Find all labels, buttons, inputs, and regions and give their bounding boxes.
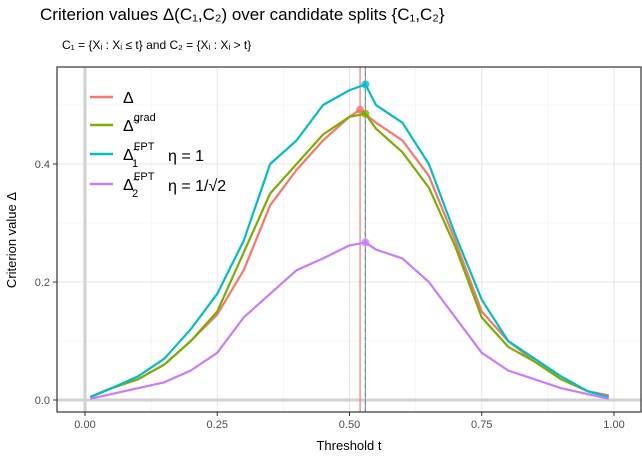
x-axis-label: Threshold t [316, 438, 381, 453]
max-point-3 [361, 238, 370, 247]
series-lines [89, 80, 610, 400]
max-point-2 [361, 80, 370, 89]
x-tick-label: 0.00 [74, 419, 95, 431]
x-tick-label: 0.75 [471, 419, 492, 431]
x-tick-label: 0.50 [339, 419, 360, 431]
max-point-1 [361, 109, 370, 118]
y-tick-label: 0.2 [35, 277, 50, 289]
legend-eta: η = 1 [168, 148, 204, 165]
chart-subtitle: C₁ = {Xᵢ : Xᵢ ≤ t} and C₂ = {Xᵢ : Xᵢ > t… [62, 38, 251, 52]
legend-label-1: Δ̃grad [123, 112, 156, 135]
y-tick-label: 0.4 [35, 159, 50, 171]
legend-label-2: Δ̃FPT [123, 141, 155, 164]
legend-subscript: 2 [132, 188, 138, 200]
x-tick-label: 0.25 [207, 419, 228, 431]
legend-label-3: Δ̃FPT [123, 171, 155, 194]
chart-title: Criterion values Δ(C₁,C₂) over candidate… [40, 5, 445, 24]
series-line-3 [90, 241, 609, 400]
legend-superscript: grad [134, 112, 156, 124]
y-axis-label: Criterion value Δ [4, 192, 19, 288]
y-tick-label: 0.0 [35, 395, 50, 407]
legend-eta: η = 1/√2 [168, 178, 226, 195]
x-tick-label: 1.00 [603, 419, 624, 431]
axis-ticks: 0.00 0.25 0.50 0.75 1.00 0.0 0.2 0.4 [35, 159, 625, 431]
legend-superscript: FPT [134, 141, 155, 153]
legend-superscript: FPT [134, 171, 155, 183]
series-line-2 [89, 83, 610, 399]
series-line-1 [89, 112, 610, 399]
legend-subscript: 1 [132, 158, 138, 170]
legend-label-0: Δ [123, 90, 134, 107]
legend-symbol: Δ [123, 90, 134, 107]
